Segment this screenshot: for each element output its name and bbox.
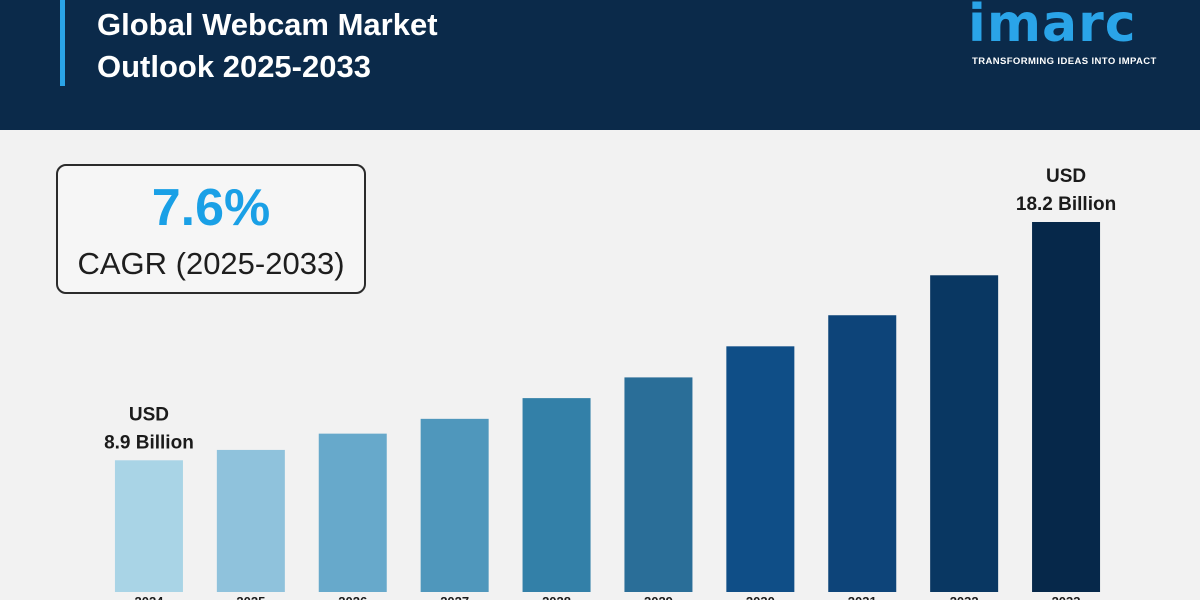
title-line-1: Global Webcam Market (97, 7, 438, 42)
bar-2024 (114, 460, 183, 592)
bar-2027 (420, 418, 489, 592)
x-tick-2029: 2029 (644, 594, 673, 600)
bar-annotation-2024-line1: USD (129, 404, 169, 425)
page-title: Global Webcam Market Outlook 2025-2033 (97, 4, 697, 88)
bar-2026 (318, 433, 387, 592)
imarc-logo: imarc TRANSFORMING IDEAS INTO IMPACT (960, 0, 1190, 70)
x-tick-2031: 2031 (848, 594, 877, 600)
bar-annotation-2033-line2: 18.2 Billion (1016, 194, 1116, 215)
x-tick-2024: 2024 (134, 594, 164, 600)
cagr-box: 7.6% CAGR (2025-2033) (56, 164, 366, 294)
x-tick-2032: 2032 (950, 594, 979, 600)
x-tick-2026: 2026 (338, 594, 367, 600)
bar-2029 (624, 377, 693, 592)
bar-2030 (726, 346, 795, 592)
logo-wordmark: imarc (968, 0, 1137, 54)
bar-annotation-2033-line1: USD (1046, 166, 1086, 187)
x-tick-2027: 2027 (440, 594, 469, 600)
x-tick-2025: 2025 (236, 594, 265, 600)
bar-2032 (930, 275, 999, 592)
cagr-value: 7.6% (151, 179, 271, 237)
bar-annotation-2024-line2: 8.9 Billion (104, 432, 194, 453)
x-tick-2028: 2028 (542, 594, 571, 600)
title-accent-bar (60, 0, 65, 86)
header-banner: Global Webcam Market Outlook 2025-2033 i… (0, 0, 1200, 130)
logo-tagline: TRANSFORMING IDEAS INTO IMPACT (972, 56, 1157, 67)
title-line-2: Outlook 2025-2033 (97, 49, 371, 84)
x-tick-2030: 2030 (746, 594, 775, 600)
x-tick-2033: 2033 (1052, 594, 1081, 600)
bar-2028 (522, 398, 591, 592)
bar-2031 (828, 315, 897, 592)
cagr-label: CAGR (2025-2033) (77, 246, 345, 281)
bar-2033 (1032, 222, 1101, 592)
bar-2025 (216, 449, 285, 592)
